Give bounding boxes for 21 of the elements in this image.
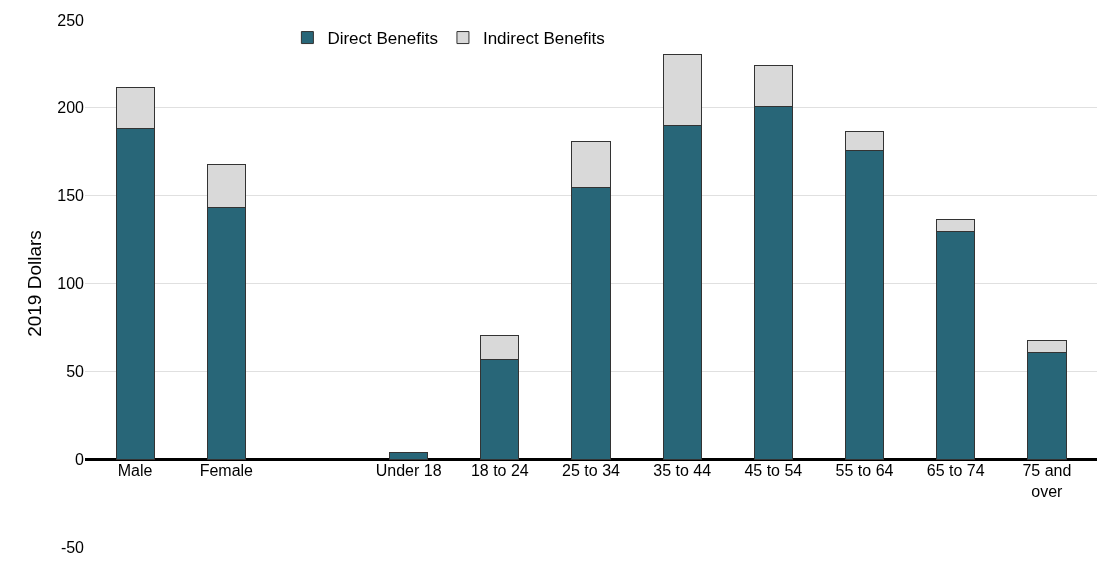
legend-label: Direct Benefits [327,29,438,49]
y-tick-label: 100 [57,275,85,293]
x-tick-label: 45 to 54 [744,462,803,480]
bar [389,451,429,460]
x-tick-label: 25 to 34 [562,462,621,480]
x-tick-label: Under 18 [375,462,442,480]
x-tick-label: 35 to 44 [653,462,712,480]
x-tick-label: 55 to 64 [835,462,894,480]
y-tick-label: 200 [57,99,85,117]
y-tick-label: 0 [75,450,85,468]
y-tick-label: -50 [60,538,85,556]
x-tick-label: 75 and over [1022,462,1072,500]
x-tick-label: Female [199,462,254,480]
x-tick-label: 65 to 74 [926,462,985,480]
y-tick-label: 250 [57,11,85,29]
y-tick-label: 50 [66,362,85,380]
y-tick-label: 150 [57,187,85,205]
y-axis-title: 2019 Dollars [24,230,46,337]
x-tick-label: 18 to 24 [470,462,529,480]
legend-label: Indirect Benefits [482,29,605,49]
x-tick-label: Male [117,462,153,480]
